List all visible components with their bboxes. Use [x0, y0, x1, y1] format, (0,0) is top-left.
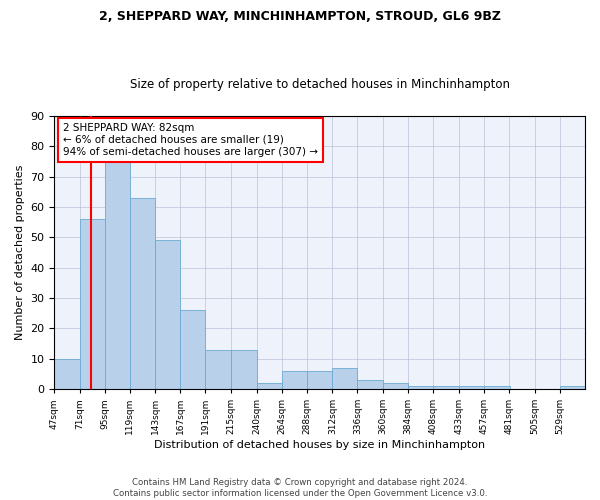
Text: 2 SHEPPARD WAY: 82sqm
← 6% of detached houses are smaller (19)
94% of semi-detac: 2 SHEPPARD WAY: 82sqm ← 6% of detached h…	[63, 124, 318, 156]
Bar	[105, 158, 130, 389]
Bar	[130, 198, 155, 389]
Bar	[433, 386, 459, 389]
Bar	[332, 368, 358, 389]
Bar	[230, 350, 257, 389]
Text: 2, SHEPPARD WAY, MINCHINHAMPTON, STROUD, GL6 9BZ: 2, SHEPPARD WAY, MINCHINHAMPTON, STROUD,…	[99, 10, 501, 23]
Bar	[257, 383, 282, 389]
Bar	[560, 386, 585, 389]
Y-axis label: Number of detached properties: Number of detached properties	[15, 164, 25, 340]
Bar	[307, 371, 332, 389]
Bar	[205, 350, 230, 389]
Bar	[484, 386, 509, 389]
Bar	[282, 371, 307, 389]
Bar	[55, 358, 80, 389]
Bar	[408, 386, 433, 389]
Text: Contains HM Land Registry data © Crown copyright and database right 2024.
Contai: Contains HM Land Registry data © Crown c…	[113, 478, 487, 498]
X-axis label: Distribution of detached houses by size in Minchinhampton: Distribution of detached houses by size …	[154, 440, 485, 450]
Bar	[459, 386, 484, 389]
Bar	[180, 310, 205, 389]
Bar	[80, 219, 105, 389]
Bar	[358, 380, 383, 389]
Title: Size of property relative to detached houses in Minchinhampton: Size of property relative to detached ho…	[130, 78, 510, 91]
Bar	[383, 383, 408, 389]
Bar	[155, 240, 180, 389]
